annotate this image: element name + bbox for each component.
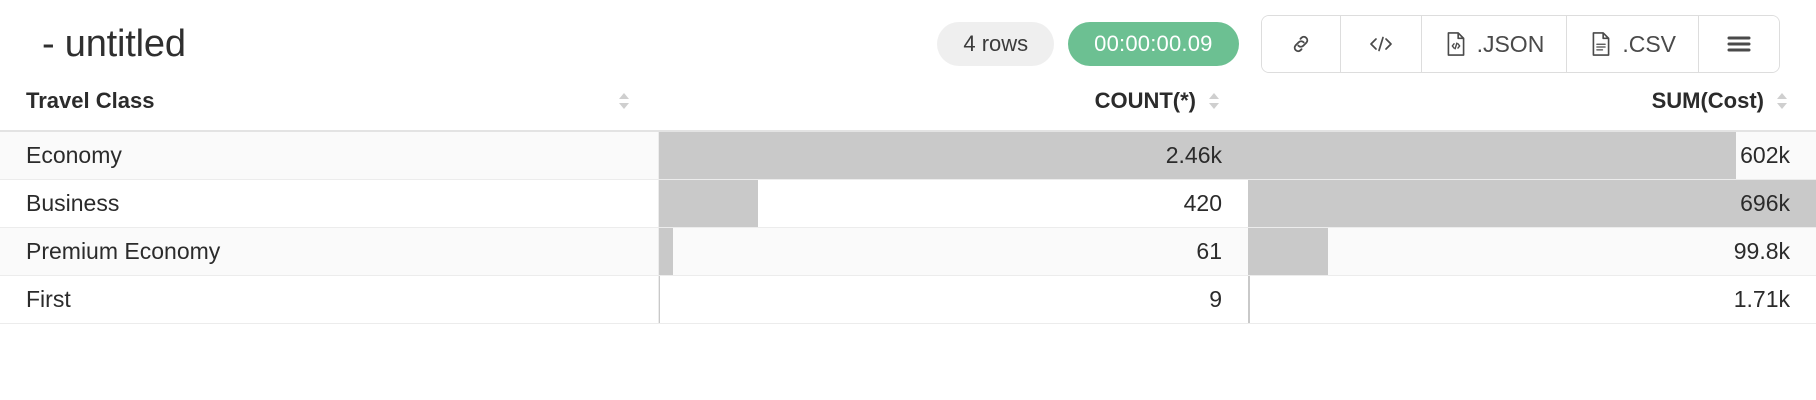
sort-icon[interactable] [1206, 90, 1222, 112]
table-row[interactable]: Premium Economy 61 99.8k [0, 227, 1816, 276]
column-header-count[interactable]: COUNT(*) [658, 88, 1248, 132]
sort-icon[interactable] [1774, 90, 1790, 112]
hamburger-menu-icon [1725, 33, 1753, 55]
header-toolbar: 4 rows 00:00:00.09 [937, 15, 1780, 73]
cell-count: 420 [658, 179, 1248, 228]
cell-count: 9 [658, 275, 1248, 324]
cell-travel-class: Premium Economy [0, 227, 658, 276]
cell-count-value: 9 [1209, 286, 1222, 312]
results-header: - untitled 4 rows 00:00:00.09 [0, 0, 1816, 88]
cell-travel-class-value: First [26, 286, 71, 312]
sum-cost-bar [1248, 228, 1328, 275]
csv-file-icon [1589, 31, 1613, 57]
export-csv-label: .CSV [1622, 30, 1676, 57]
table-row[interactable]: Economy 2.46k 602k [0, 131, 1816, 180]
cell-travel-class: Economy [0, 131, 658, 180]
cell-sum-cost-value: 99.8k [1733, 238, 1790, 264]
sum-cost-bar [1248, 276, 1250, 323]
count-bar [658, 132, 1248, 179]
page-title: - untitled [42, 22, 186, 65]
export-button-group: .JSON .CSV [1260, 15, 1780, 73]
cell-travel-class: Business [0, 179, 658, 228]
column-header-travel-class[interactable]: Travel Class [0, 88, 658, 132]
table-header-row: Travel Class COUNT(*) [0, 88, 1816, 132]
cell-sum-cost: 696k [1248, 179, 1816, 228]
column-header-count-label: COUNT(*) [1094, 88, 1196, 113]
export-csv-button[interactable]: .CSV [1567, 16, 1699, 72]
cell-sum-cost-value: 696k [1740, 190, 1790, 216]
cell-count-value: 2.46k [1165, 142, 1222, 168]
link-icon [1288, 31, 1314, 57]
cell-sum-cost: 602k [1248, 131, 1816, 180]
cell-travel-class-value: Economy [26, 142, 122, 168]
code-icon [1367, 32, 1395, 56]
cell-count: 61 [658, 227, 1248, 276]
cell-sum-cost-value: 1.71k [1733, 286, 1790, 312]
table-body: Economy 2.46k 602k Business 420 696k Premium E… [0, 131, 1816, 324]
column-header-travel-class-label: Travel Class [26, 88, 155, 113]
export-json-label: .JSON [1476, 30, 1545, 57]
count-bar [658, 276, 661, 323]
cell-travel-class-value: Premium Economy [26, 238, 221, 264]
cell-count-value: 61 [1196, 238, 1222, 264]
export-json-button[interactable]: .JSON [1421, 16, 1568, 72]
results-table: Travel Class COUNT(*) [0, 88, 1816, 324]
cell-travel-class-value: Business [26, 190, 120, 216]
count-bar [658, 228, 673, 275]
more-menu-button[interactable] [1699, 16, 1779, 72]
row-count-badge: 4 rows [937, 22, 1055, 66]
json-file-icon [1444, 31, 1468, 57]
cell-sum-cost-value: 602k [1740, 142, 1790, 168]
column-header-sum-cost[interactable]: SUM(Cost) [1248, 88, 1816, 132]
view-code-button[interactable] [1340, 16, 1422, 72]
sum-cost-bar [1248, 180, 1816, 227]
column-header-sum-cost-label: SUM(Cost) [1651, 88, 1764, 113]
query-duration-badge: 00:00:00.09 [1068, 22, 1239, 66]
table-row[interactable]: Business 420 696k [0, 179, 1816, 228]
sort-icon[interactable] [616, 90, 632, 112]
cell-sum-cost: 99.8k [1248, 227, 1816, 276]
cell-travel-class: First [0, 275, 658, 324]
cell-count-value: 420 [1183, 190, 1222, 216]
count-bar [658, 180, 759, 227]
sum-cost-bar [1248, 132, 1737, 179]
table-row[interactable]: First 9 1.71k [0, 275, 1816, 324]
cell-count: 2.46k [658, 131, 1248, 180]
cell-sum-cost: 1.71k [1248, 275, 1816, 324]
share-link-button[interactable] [1261, 16, 1341, 72]
